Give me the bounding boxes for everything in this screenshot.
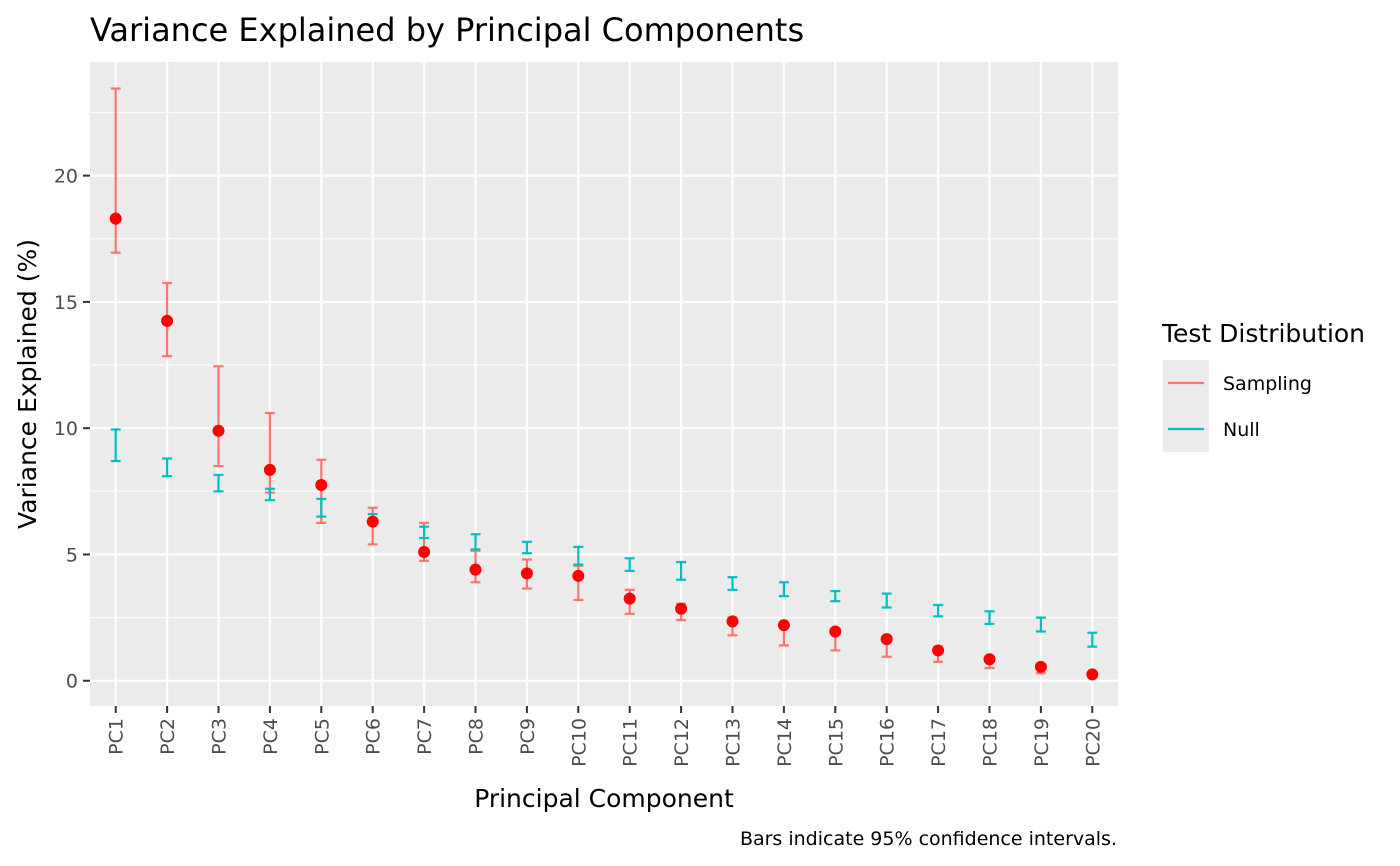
errorbar-null	[830, 589, 841, 603]
data-point	[263, 463, 276, 476]
errorbar-null	[419, 525, 430, 540]
data-point	[212, 424, 225, 437]
errorbar-null	[213, 473, 224, 493]
errorbar-null	[110, 428, 121, 463]
x-axis-title: Principal Component	[474, 784, 734, 813]
errorbar-null	[1035, 616, 1046, 633]
data-point	[1034, 660, 1047, 673]
x-tick-label: PC3	[209, 718, 231, 755]
errorbar-null	[984, 610, 995, 626]
x-tick-label: PC5	[311, 718, 333, 755]
x-tick-label: PC11	[620, 718, 642, 767]
data-point	[880, 633, 893, 646]
errorbar-null	[521, 540, 532, 555]
x-tick-label: PC18	[980, 718, 1002, 767]
y-tick-label: 0	[66, 671, 78, 693]
data-point	[777, 619, 790, 632]
errorbar-null	[573, 545, 584, 566]
errorbar-null	[881, 592, 892, 609]
x-tick-label: PC7	[414, 718, 436, 755]
data-point	[315, 479, 328, 492]
x-axis: PC1 PC2 PC3 PC4 PC5 PC6 PC7 PC8 PC9 PC10 PC11 PC12 P…	[106, 706, 1104, 767]
legend-label-sampling: Sampling	[1223, 373, 1312, 395]
y-axis-title: Variance Explained (%)	[13, 239, 42, 529]
y-tick-label: 15	[54, 292, 78, 314]
errorbar-null	[676, 560, 687, 581]
x-tick-label: PC14	[774, 718, 796, 767]
x-tick-label: PC6	[363, 718, 385, 755]
data-point	[161, 314, 174, 327]
x-tick-label: PC20	[1082, 718, 1104, 767]
legend-title: Test Distribution	[1161, 319, 1365, 348]
data-point	[1086, 668, 1099, 681]
errorbar-null	[778, 581, 789, 598]
chart-title: Variance Explained by Principal Componen…	[90, 11, 804, 49]
errorbar-null	[316, 497, 327, 518]
chart-caption: Bars indicate 95% confidence intervals.	[740, 828, 1117, 850]
errorbar-null	[264, 487, 275, 502]
data-point	[675, 602, 688, 615]
data-point	[623, 592, 636, 605]
data-point	[469, 563, 482, 576]
x-tick-label: PC15	[825, 718, 847, 767]
y-axis: 0 5 10 15 20	[54, 166, 90, 693]
legend-label-null: Null	[1223, 419, 1260, 441]
x-tick-label: PC12	[671, 718, 693, 767]
x-tick-label: PC2	[157, 718, 179, 755]
x-tick-label: PC13	[723, 718, 745, 767]
x-tick-label: PC1	[106, 718, 128, 755]
y-tick-label: 10	[54, 418, 78, 440]
errorbar-sampling	[110, 87, 121, 254]
y-tick-label: 5	[66, 544, 78, 566]
legend: Test Distribution Sampling Null	[1161, 319, 1365, 452]
errorbar-null	[933, 603, 944, 618]
errorbar-null	[727, 576, 738, 591]
y-tick-label: 20	[54, 166, 78, 188]
errorbar-null	[470, 533, 481, 551]
legend-key-background	[1163, 360, 1209, 452]
data-point	[366, 515, 379, 528]
x-tick-label: PC9	[517, 718, 539, 755]
data-point	[109, 212, 122, 225]
data-point	[572, 569, 585, 582]
errorbar-sampling	[213, 365, 224, 468]
data-point	[983, 653, 996, 666]
x-tick-label: PC4	[260, 718, 282, 755]
x-tick-label: PC16	[877, 718, 899, 767]
data-point	[418, 545, 431, 558]
data-point	[726, 615, 739, 628]
x-tick-label: PC17	[928, 718, 950, 767]
data-point	[520, 567, 533, 580]
errorbar-null	[1087, 631, 1098, 648]
data-point	[829, 625, 842, 638]
plot-panel	[90, 62, 1118, 706]
errorbar-null	[624, 557, 635, 572]
minor-gridlines	[90, 111, 1118, 619]
data-points	[109, 212, 1099, 681]
x-tick-label: PC19	[1031, 718, 1053, 767]
data-point	[932, 644, 945, 657]
errorbar-null	[162, 457, 173, 478]
x-tick-label: PC10	[568, 718, 590, 767]
x-tick-label: PC8	[466, 718, 488, 755]
